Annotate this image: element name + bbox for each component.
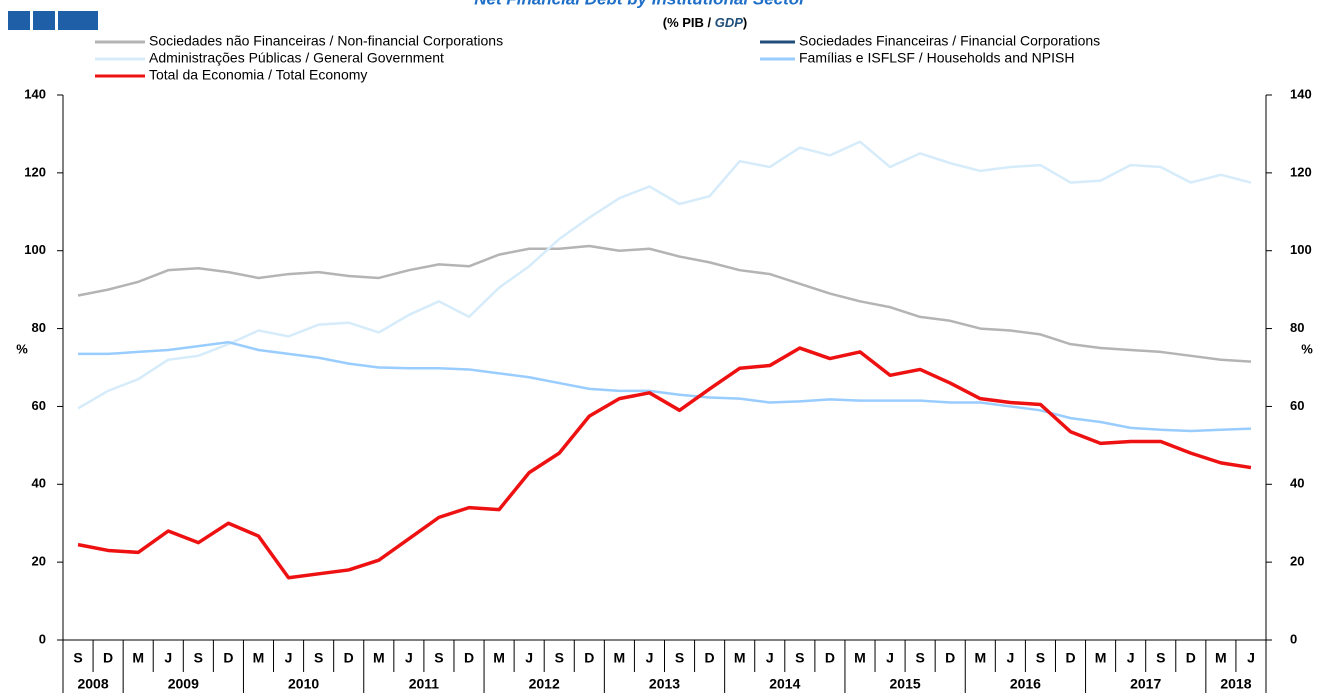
y-tick-label: 120 — [24, 164, 46, 179]
y-tick-label: 40 — [32, 476, 46, 491]
x-tick-label: M — [1215, 650, 1227, 666]
x-tick-label: S — [675, 650, 684, 666]
subtitle-part: (% PIB / — [663, 15, 715, 30]
y2-tick-label: 80 — [1290, 320, 1304, 335]
x-tick-label: S — [434, 650, 443, 666]
chart-title: Net Financial Debt by Institutional Sect… — [474, 0, 807, 8]
x-tick-label: S — [1036, 650, 1045, 666]
y2-tick-label: 60 — [1290, 398, 1304, 413]
x-tick-label: S — [915, 650, 924, 666]
x-tick-label: M — [493, 650, 505, 666]
x-group-label: 2012 — [529, 676, 560, 692]
x-tick-label: S — [1156, 650, 1165, 666]
y2-axis-label: % — [1301, 341, 1313, 356]
series-line — [78, 340, 1252, 433]
x-group-label: 2014 — [769, 676, 800, 692]
x-tick-label: J — [164, 650, 172, 666]
series-line — [77, 140, 1252, 410]
x-tick-label: D — [705, 650, 715, 666]
x-tick-label: M — [854, 650, 866, 666]
y-tick-label: 80 — [32, 320, 46, 335]
logo-block — [33, 11, 55, 30]
x-tick-label: D — [1186, 650, 1196, 666]
x-tick-label: D — [344, 650, 354, 666]
x-tick-label: M — [974, 650, 986, 666]
x-tick-label: D — [223, 650, 233, 666]
x-tick-label: M — [614, 650, 626, 666]
x-group-label: 2018 — [1220, 676, 1251, 692]
x-tick-label: J — [766, 650, 774, 666]
series-line — [77, 346, 1252, 580]
y-tick-label: 100 — [24, 242, 46, 257]
x-group-label: 2015 — [890, 676, 921, 692]
x-tick-label: M — [253, 650, 265, 666]
legend-label: Administrações Públicas / General Govern… — [149, 50, 444, 66]
x-group-label: 2008 — [77, 676, 108, 692]
x-tick-label: D — [945, 650, 955, 666]
y-tick-label: 0 — [39, 631, 46, 646]
x-tick-label: S — [73, 650, 82, 666]
y2-tick-label: 120 — [1290, 164, 1312, 179]
series-line — [77, 244, 1252, 363]
x-tick-label: J — [646, 650, 654, 666]
x-tick-label: M — [132, 650, 144, 666]
x-group-label: 2017 — [1130, 676, 1161, 692]
x-tick-label: J — [1127, 650, 1135, 666]
y-tick-label: 20 — [32, 554, 46, 569]
subtitle-part: ) — [743, 15, 747, 30]
y-tick-label: 60 — [32, 398, 46, 413]
legend-label: Sociedades Financeiras / Financial Corpo… — [799, 33, 1100, 49]
x-tick-label: S — [194, 650, 203, 666]
x-tick-label: M — [734, 650, 746, 666]
legend-label: Sociedades não Financeiras / Non-financi… — [149, 33, 503, 49]
subtitle-part: GDP — [715, 15, 744, 30]
legend-label: Famílias e ISFLSF / Households and NPISH — [799, 50, 1074, 66]
x-tick-label: M — [373, 650, 385, 666]
y2-tick-label: 100 — [1290, 242, 1312, 257]
x-tick-label: J — [285, 650, 293, 666]
y2-tick-label: 140 — [1290, 86, 1312, 101]
subtitle: (% PIB / GDP) — [663, 15, 748, 30]
x-group-label: 2013 — [649, 676, 680, 692]
x-tick-label: S — [555, 650, 564, 666]
x-tick-label: D — [1065, 650, 1075, 666]
y2-tick-label: 0 — [1290, 631, 1297, 646]
logo-block — [58, 11, 98, 30]
x-tick-label: S — [795, 650, 804, 666]
x-tick-label: D — [103, 650, 113, 666]
x-tick-label: S — [314, 650, 323, 666]
x-group-label: 2009 — [168, 676, 199, 692]
x-tick-label: D — [825, 650, 835, 666]
x-group-label: 2016 — [1010, 676, 1041, 692]
logo-block — [8, 11, 30, 30]
x-tick-label: M — [1095, 650, 1107, 666]
x-tick-label: D — [584, 650, 594, 666]
x-tick-label: J — [405, 650, 413, 666]
y2-tick-label: 20 — [1290, 554, 1304, 569]
y-axis-label: % — [16, 341, 28, 356]
legend-label: Total da Economia / Total Economy — [149, 67, 367, 83]
x-group-label: 2011 — [409, 676, 440, 692]
x-tick-label: J — [1006, 650, 1014, 666]
x-tick-label: J — [525, 650, 533, 666]
x-tick-label: J — [886, 650, 894, 666]
x-tick-label: J — [1247, 650, 1255, 666]
x-group-label: 2010 — [288, 676, 319, 692]
y-tick-label: 140 — [24, 86, 46, 101]
x-tick-label: D — [464, 650, 474, 666]
y2-tick-label: 40 — [1290, 476, 1304, 491]
